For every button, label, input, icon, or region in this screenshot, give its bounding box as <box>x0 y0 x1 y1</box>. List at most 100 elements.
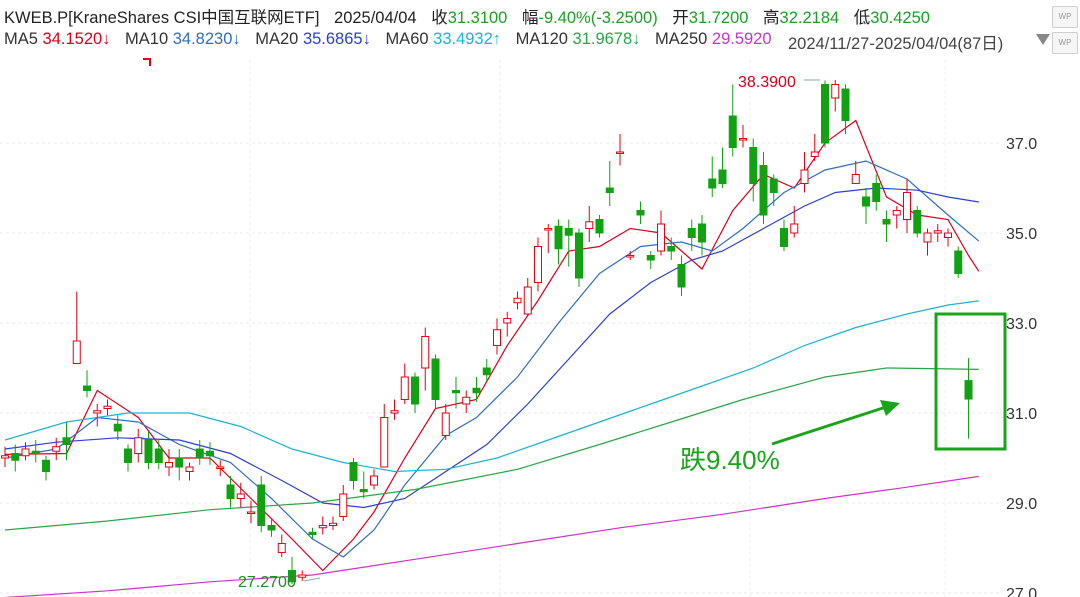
candle-body <box>790 223 799 234</box>
candle-body <box>862 196 870 207</box>
candle-body <box>257 484 266 526</box>
candle <box>657 210 665 256</box>
candle <box>698 215 706 256</box>
highlight-box <box>934 312 1007 451</box>
candle <box>298 570 307 581</box>
candle <box>308 527 317 539</box>
ma5-legend[interactable]: MA5 34.1520↓ <box>4 30 111 48</box>
change-percent: 幅-9.40%(-3.2500) <box>521 9 658 27</box>
candle <box>800 152 809 193</box>
candle <box>42 455 50 481</box>
candle-body <box>482 367 491 376</box>
low-price-annotation: 27.2700 <box>238 574 296 591</box>
candle-body <box>616 151 624 154</box>
candle-body <box>923 232 932 243</box>
candle-body <box>882 219 891 225</box>
candle <box>862 188 870 224</box>
candle <box>329 516 337 530</box>
candle <box>636 201 645 224</box>
candle-body <box>1 455 9 459</box>
ma60-legend[interactable]: MA60 33.4932↑ <box>385 30 502 48</box>
candle-body <box>400 376 409 400</box>
candle-body <box>964 380 973 400</box>
ma120-line <box>4 367 979 531</box>
candle-body <box>308 531 317 535</box>
candle-body <box>626 255 635 258</box>
candle <box>718 147 727 188</box>
candle <box>585 206 594 242</box>
candle <box>124 444 132 472</box>
drop-arrow-head <box>880 400 900 416</box>
candle-body <box>103 405 112 409</box>
candle <box>175 449 184 481</box>
candle <box>892 206 901 229</box>
moving-average-lines <box>4 119 980 597</box>
candle <box>247 500 255 524</box>
candle <box>513 291 522 310</box>
candle <box>667 237 676 260</box>
candle <box>21 442 30 461</box>
candle <box>144 431 153 470</box>
candle-body <box>441 412 450 436</box>
candle <box>411 372 419 413</box>
candle-body <box>810 151 819 157</box>
candle-body <box>277 543 286 553</box>
candle <box>472 377 481 402</box>
candle <box>616 134 624 166</box>
candle <box>759 152 768 224</box>
candle <box>83 370 91 398</box>
candle-body <box>185 466 194 472</box>
candle <box>462 390 471 413</box>
ma20-legend[interactable]: MA20 35.6865↓ <box>255 30 371 48</box>
candle <box>421 327 430 391</box>
candles <box>1 80 973 584</box>
candle-body <box>124 448 132 463</box>
candle <box>769 174 778 206</box>
candle-body <box>708 178 717 189</box>
candle <box>452 377 460 409</box>
candle <box>523 278 532 317</box>
candle-body <box>165 462 173 468</box>
candle <box>944 228 952 247</box>
ma120-legend[interactable]: MA120 31.9678↓ <box>515 30 641 48</box>
ma10-legend[interactable]: MA10 34.8230↓ <box>125 30 241 48</box>
ma5-line <box>4 119 980 572</box>
range-dropdown-icon[interactable] <box>1036 34 1050 45</box>
candle <box>595 215 604 238</box>
candle-body <box>134 437 143 454</box>
candle-body <box>421 336 430 369</box>
price-axis: 37.0 35.0 33.0 31.0 29.0 27.0 <box>1006 136 1037 597</box>
candle-body <box>62 437 71 445</box>
ma250-line <box>4 475 979 597</box>
candle-body <box>431 358 440 400</box>
candle-body <box>380 417 389 468</box>
ma10-line <box>4 160 980 558</box>
candle <box>257 476 266 533</box>
wp-icon[interactable]: WP <box>1052 6 1078 28</box>
ma250-legend[interactable]: MA250 29.5920 <box>655 30 772 48</box>
candle <box>790 206 799 238</box>
candle <box>288 557 296 584</box>
candle-body <box>780 228 788 247</box>
candle-body <box>452 390 460 394</box>
y-tick-label: 27.0 <box>1006 586 1037 597</box>
candle-body <box>892 210 901 216</box>
candle-body <box>534 246 542 283</box>
candle-body <box>21 448 30 457</box>
candle <box>493 318 501 355</box>
candle-body <box>831 84 840 99</box>
candle-body <box>595 219 604 234</box>
wp-icon[interactable]: WP <box>1052 32 1078 54</box>
candle <box>103 399 112 416</box>
candle-body <box>359 489 368 493</box>
candle-body <box>11 453 20 461</box>
candle <box>564 219 573 267</box>
candle-body <box>872 183 881 202</box>
grid-layer <box>0 60 1000 597</box>
candle-body <box>216 466 225 469</box>
candle-body <box>370 475 378 486</box>
candle <box>739 125 747 148</box>
candle <box>93 404 102 427</box>
candle-body <box>236 493 245 499</box>
candle-body <box>749 147 758 184</box>
